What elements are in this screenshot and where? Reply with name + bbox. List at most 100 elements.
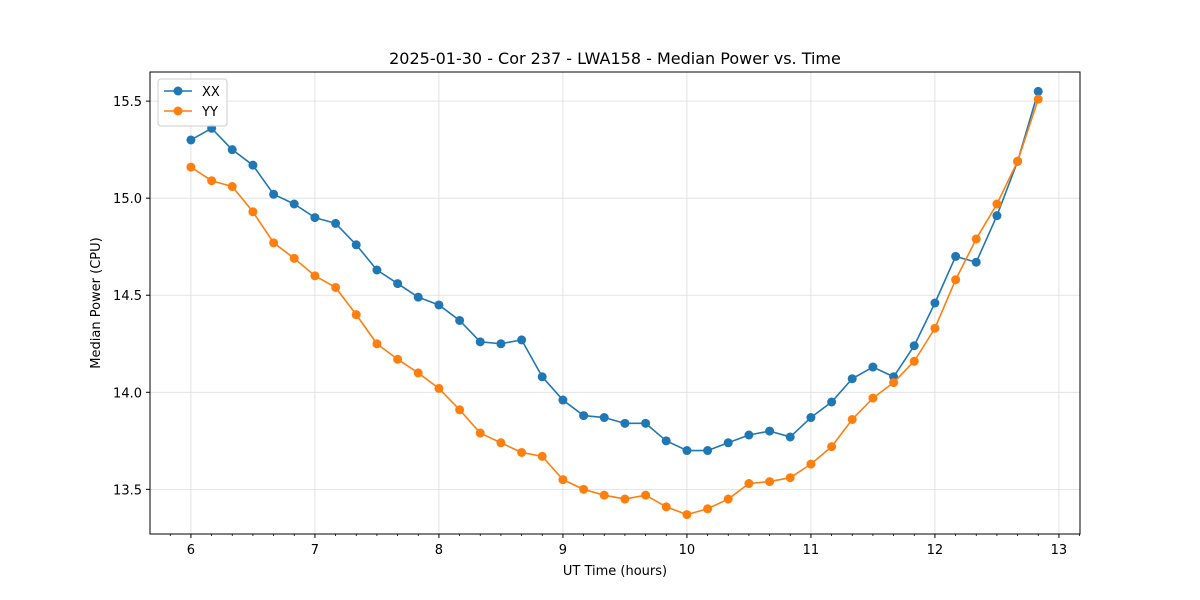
data-point-yy — [744, 479, 754, 489]
data-point-xx — [744, 430, 754, 440]
data-point-yy — [620, 494, 630, 504]
data-point-xx — [227, 145, 237, 155]
legend-label-yy: YY — [201, 105, 218, 120]
series-layer — [186, 86, 1043, 520]
data-point-yy — [682, 510, 692, 520]
data-point-xx — [558, 395, 568, 405]
data-point-xx — [496, 339, 506, 349]
data-point-yy — [331, 282, 341, 292]
data-point-xx — [827, 397, 837, 407]
data-point-xx — [703, 446, 713, 456]
data-point-yy — [207, 176, 217, 186]
data-point-yy — [765, 477, 775, 487]
data-point-xx — [661, 436, 671, 446]
x-tick-label: 13 — [1051, 543, 1068, 558]
data-point-yy — [269, 238, 279, 248]
data-point-yy — [785, 473, 795, 483]
data-point-xx — [351, 240, 361, 250]
data-point-yy — [723, 494, 733, 504]
data-point-yy — [496, 438, 506, 448]
data-point-yy — [599, 490, 609, 500]
data-point-xx — [1033, 86, 1043, 96]
data-point-yy — [537, 451, 547, 461]
x-tick-label: 7 — [311, 543, 319, 558]
data-point-yy — [434, 383, 444, 393]
data-point-yy — [351, 310, 361, 320]
data-point-xx — [785, 432, 795, 442]
data-point-xx — [930, 298, 940, 308]
data-point-xx — [455, 315, 465, 325]
y-tick-label: 15.5 — [113, 95, 142, 110]
x-tick-label: 8 — [435, 543, 443, 558]
data-point-xx — [868, 362, 878, 372]
legend-marker-xx — [173, 86, 183, 96]
y-tick-label: 15.0 — [113, 192, 142, 207]
data-point-yy — [372, 339, 382, 349]
data-point-yy — [971, 234, 981, 244]
data-point-yy — [186, 162, 196, 172]
data-point-yy — [909, 356, 919, 366]
x-tick-label: 6 — [187, 543, 195, 558]
x-axis-label: UT Time (hours) — [563, 564, 667, 579]
y-axis-label: Median Power (CPU) — [89, 237, 104, 368]
data-point-xx — [537, 372, 547, 382]
data-point-yy — [517, 447, 527, 457]
data-point-xx — [269, 189, 279, 199]
data-point-xx — [186, 135, 196, 145]
data-point-xx — [599, 413, 609, 423]
data-point-xx — [310, 213, 320, 223]
plot-frame — [149, 71, 1081, 535]
x-tick-label: 11 — [803, 543, 820, 558]
axes: 6 7 8 9 10 11 12 13 13.5 14.0 14.5 15.0 15.5 — [113, 95, 1080, 558]
data-point-xx — [992, 211, 1002, 221]
data-point-yy — [227, 182, 237, 192]
x-tick-label: 10 — [679, 543, 696, 558]
legend-label-xx: XX — [202, 85, 220, 100]
data-point-yy — [827, 442, 837, 452]
data-point-yy — [951, 275, 961, 285]
data-point-yy — [992, 199, 1002, 209]
data-point-yy — [661, 502, 671, 512]
x-tick-label: 12 — [927, 543, 944, 558]
data-point-yy — [847, 414, 857, 424]
data-point-yy — [455, 405, 465, 415]
data-point-xx — [413, 292, 423, 302]
legend: XX YY — [157, 78, 228, 127]
x-tick-label: 9 — [559, 543, 567, 558]
data-point-xx — [620, 418, 630, 428]
data-point-xx — [434, 300, 444, 310]
data-point-xx — [971, 257, 981, 267]
y-tick-label: 14.0 — [113, 386, 142, 401]
data-point-yy — [475, 428, 485, 438]
data-point-xx — [579, 411, 589, 421]
data-point-yy — [703, 504, 713, 514]
data-point-yy — [558, 475, 568, 485]
data-point-xx — [682, 446, 692, 456]
data-point-xx — [765, 426, 775, 436]
data-point-yy — [641, 490, 651, 500]
data-point-xx — [372, 265, 382, 275]
data-point-yy — [393, 354, 403, 364]
y-tick-label: 14.5 — [113, 289, 142, 304]
data-point-xx — [248, 160, 258, 170]
data-point-yy — [930, 323, 940, 333]
data-point-xx — [331, 218, 341, 228]
data-point-yy — [310, 271, 320, 281]
data-point-yy — [868, 393, 878, 403]
data-point-yy — [1033, 94, 1043, 104]
data-point-yy — [248, 207, 258, 217]
data-point-xx — [393, 279, 403, 289]
legend-marker-yy — [173, 106, 183, 116]
data-point-xx — [475, 337, 485, 347]
data-point-yy — [1013, 156, 1023, 166]
data-point-xx — [806, 413, 816, 423]
data-point-xx — [951, 251, 961, 261]
data-point-xx — [517, 335, 527, 345]
data-point-yy — [413, 368, 423, 378]
data-point-xx — [723, 438, 733, 448]
y-tick-label: 13.5 — [113, 483, 142, 498]
data-point-yy — [289, 253, 299, 263]
data-point-yy — [889, 378, 899, 388]
chart-title: 2025-01-30 - Cor 237 - LWA158 - Median P… — [389, 49, 841, 68]
